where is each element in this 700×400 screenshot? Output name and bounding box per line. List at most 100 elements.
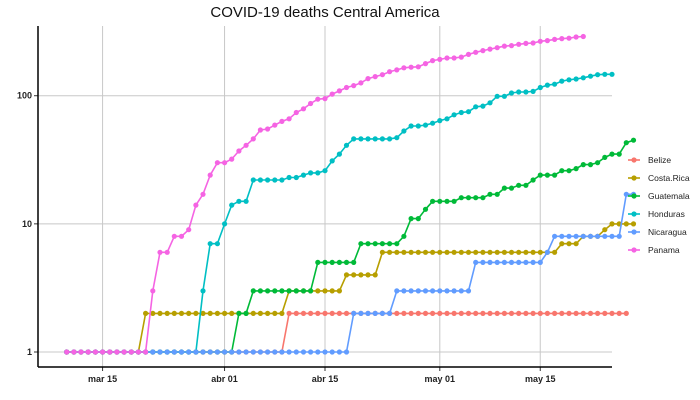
data-point [609,310,615,316]
data-point [422,288,429,294]
data-point [552,233,558,239]
data-point [473,310,479,316]
data-point [508,249,515,255]
data-point [315,170,321,176]
data-point [473,249,479,255]
data-point [480,195,486,201]
data-point [329,288,335,294]
data-point [279,349,285,355]
data-point [171,310,177,316]
data-point [351,136,357,142]
data-point [157,349,163,355]
data-point [437,56,443,63]
data-point [272,310,278,316]
data-point [559,310,565,316]
data-point [229,202,235,208]
data-point [365,272,371,278]
data-point [566,310,572,316]
data-point [315,288,321,294]
data-point [394,310,400,316]
data-point [365,310,371,316]
data-point [157,249,163,255]
data-point [602,310,608,316]
data-point [422,122,429,128]
data-point [257,310,263,316]
data-point [415,288,421,294]
data-point [437,249,443,255]
data-point [164,349,170,355]
data-point [573,34,579,40]
data-point [458,288,464,294]
data-point [465,195,472,201]
data-point [243,198,249,204]
data-point [279,118,285,124]
plot-series [64,33,637,355]
data-point [329,158,335,164]
data-point [329,259,335,265]
legend-key-point [631,157,637,163]
data-point [595,233,601,239]
data-point [422,310,429,316]
data-point [300,349,307,355]
data-point [265,177,271,183]
data-point [401,233,407,239]
data-point [516,89,522,95]
data-point [229,156,235,162]
data-point [164,310,170,316]
data-point [437,310,443,316]
plot-axes: mar 15 abr 01 abr 15 may 01 may 15 1 10 100 [17,26,612,384]
legend-label: Honduras [648,209,685,219]
data-point [430,310,436,316]
data-point [214,349,220,355]
data-point [408,249,414,255]
data-point [408,310,414,316]
data-point [544,310,551,316]
data-point [315,349,321,355]
data-point [580,233,586,239]
data-point [523,249,529,255]
data-point [487,249,493,255]
data-point [387,69,393,75]
data-point [286,174,292,181]
data-point [516,310,522,316]
data-point [358,136,364,142]
data-point [293,349,299,355]
data-point [487,46,493,52]
data-point [243,310,249,316]
data-point [272,349,278,355]
data-point [473,259,479,265]
data-point [523,310,529,316]
data-point [336,349,342,355]
data-point [372,241,378,247]
data-point [501,43,507,49]
data-point [566,77,572,83]
data-point [308,310,314,316]
data-point [329,349,335,355]
data-point [587,73,594,79]
data-point [401,249,407,255]
data-point [537,84,543,91]
data-point [193,349,199,355]
data-point [107,349,113,355]
data-point [573,241,579,247]
data-point [451,310,457,316]
data-point [207,241,213,247]
x-tick-label: abr 15 [312,374,339,384]
data-point [279,288,285,294]
data-point [444,310,450,316]
data-point [487,191,493,197]
data-point [508,185,515,191]
data-point [322,349,328,355]
legend-label: Belize [648,155,671,165]
data-point [437,198,443,204]
data-point [465,288,472,294]
data-point [415,123,421,129]
data-point [343,349,350,355]
data-point [358,310,364,316]
data-point [186,310,192,316]
series-line [66,312,627,353]
series-panama [64,33,586,355]
data-point [494,259,500,265]
data-point [365,136,371,142]
